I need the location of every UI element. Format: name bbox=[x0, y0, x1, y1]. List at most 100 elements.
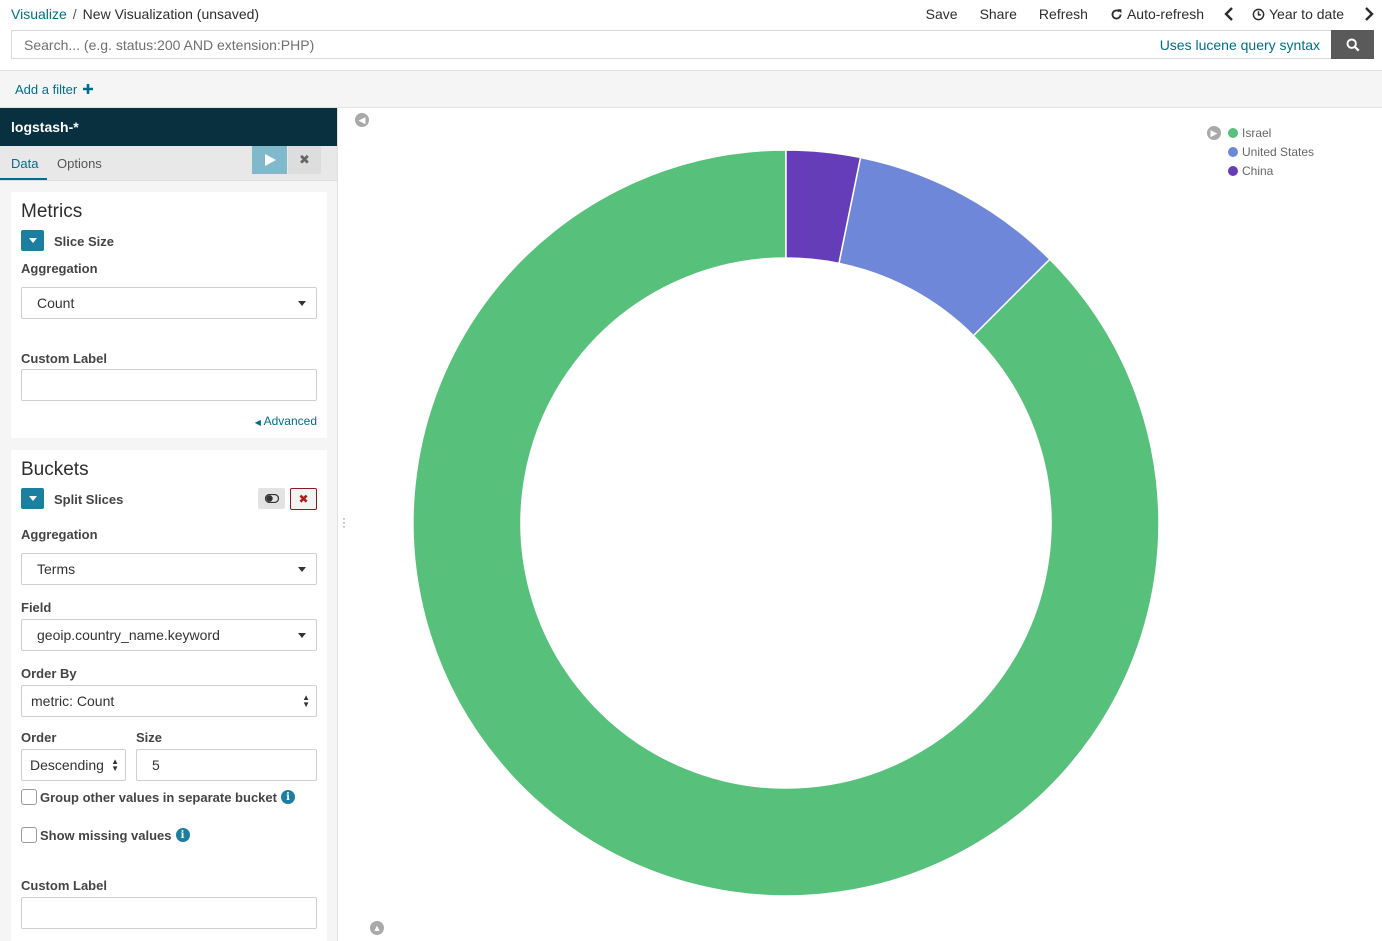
group-other-checkbox-field: Group other values in separate bucket i bbox=[21, 789, 295, 805]
metric-custom-label-label: Custom Label bbox=[21, 351, 107, 366]
tab-data[interactable]: Data bbox=[0, 146, 47, 180]
breadcrumb: Visualize / New Visualization (unsaved) bbox=[11, 6, 259, 22]
sidebar-tabs: Data Options ✖ bbox=[0, 146, 337, 181]
metrics-title: Metrics bbox=[21, 201, 83, 222]
chevron-left-icon[interactable] bbox=[1224, 7, 1234, 21]
order-by-label: Order By bbox=[21, 666, 77, 681]
show-missing-label: Show missing values bbox=[40, 827, 172, 843]
index-pattern-title: logstash-* bbox=[0, 108, 337, 146]
tab-options[interactable]: Options bbox=[57, 156, 102, 171]
collapse-spy-panel-icon[interactable]: ▲ bbox=[370, 921, 384, 935]
bucket-aggregation-value: Terms bbox=[37, 561, 76, 577]
field-value: geoip.country_name.keyword bbox=[37, 627, 220, 643]
plus-icon bbox=[82, 84, 93, 94]
caret-down-icon bbox=[298, 567, 306, 572]
close-icon: ✖ bbox=[299, 152, 310, 167]
bucket-remove-button[interactable]: ✖ bbox=[290, 488, 317, 510]
info-icon[interactable]: i bbox=[280, 790, 295, 804]
auto-refresh-label: Auto-refresh bbox=[1126, 6, 1204, 22]
metric-aggregation-select[interactable]: Count bbox=[21, 287, 317, 319]
bucket-aggregation-select[interactable]: Terms bbox=[21, 553, 317, 585]
caret-down-icon bbox=[28, 495, 37, 501]
caret-down-icon bbox=[298, 633, 306, 638]
toggle-icon bbox=[264, 494, 279, 503]
advanced-toggle-link[interactable]: ◀ Advanced bbox=[255, 414, 317, 428]
filter-bar: Add a filter bbox=[0, 70, 1382, 108]
field-select[interactable]: geoip.country_name.keyword bbox=[21, 619, 317, 651]
sidebar-resize-handle[interactable]: · · · bbox=[342, 511, 346, 533]
toggle-legend-icon[interactable]: ▶ bbox=[1207, 126, 1221, 140]
size-label: Size bbox=[136, 730, 163, 745]
apply-changes-button[interactable] bbox=[252, 146, 287, 174]
collapse-sidebar-icon[interactable]: ◀ bbox=[355, 113, 369, 127]
metric-collapse-toggle[interactable] bbox=[21, 230, 44, 251]
legend-item-china[interactable]: China bbox=[1228, 161, 1314, 180]
bucket-agg-title: Split Slices bbox=[54, 492, 124, 507]
legend-item-united-states[interactable]: United States bbox=[1228, 142, 1314, 161]
bucket-custom-label-input[interactable] bbox=[21, 897, 317, 929]
share-button[interactable]: Share bbox=[979, 6, 1017, 22]
lucene-syntax-link[interactable]: Uses lucene query syntax bbox=[1159, 37, 1320, 53]
chevron-right-icon[interactable] bbox=[1364, 7, 1374, 21]
order-by-select[interactable]: metric: Count ▲ ▼ bbox=[21, 685, 317, 717]
play-icon bbox=[264, 154, 276, 166]
caret-down-icon bbox=[28, 237, 37, 243]
pie-chart bbox=[412, 149, 1160, 897]
search-icon bbox=[1346, 38, 1359, 51]
bucket-custom-label-label: Custom Label bbox=[21, 878, 107, 893]
caret-down-icon bbox=[298, 301, 306, 306]
legend-item-israel[interactable]: Israel bbox=[1228, 123, 1314, 142]
pie-slice-china[interactable] bbox=[785, 149, 862, 265]
order-by-value: metric: Count bbox=[31, 693, 115, 709]
refresh-icon bbox=[1111, 8, 1122, 19]
chart-legend: Israel United States China bbox=[1228, 123, 1314, 180]
discard-changes-button[interactable]: ✖ bbox=[288, 146, 321, 174]
close-icon: ✖ bbox=[298, 492, 309, 506]
bucket-collapse-toggle[interactable] bbox=[21, 488, 44, 509]
breadcrumb-current: New Visualization (unsaved) bbox=[82, 6, 260, 22]
order-select[interactable]: Descending ▲ ▼ bbox=[21, 749, 126, 781]
show-missing-checkbox[interactable] bbox=[21, 827, 37, 843]
editor-sidebar: logstash-* Data Options ✖ Metrics Slice … bbox=[0, 108, 338, 941]
bucket-aggregation-label: Aggregation bbox=[21, 527, 98, 542]
sort-arrows-icon: ▲ ▼ bbox=[111, 757, 119, 773]
size-input[interactable] bbox=[136, 749, 317, 781]
show-missing-checkbox-field: Show missing values i bbox=[21, 827, 190, 843]
add-filter-button[interactable]: Add a filter bbox=[15, 82, 93, 97]
legend-dot bbox=[1228, 146, 1238, 157]
sort-arrows-icon: ▲ ▼ bbox=[302, 693, 310, 709]
metric-aggregation-value: Count bbox=[37, 295, 75, 311]
metric-custom-label-input[interactable] bbox=[21, 369, 317, 401]
visualization-area: ◀ ▶ ▲ Israel United States China bbox=[352, 108, 1382, 941]
breadcrumb-visualize-link[interactable]: Visualize bbox=[11, 6, 67, 22]
legend-label: Israel bbox=[1242, 125, 1272, 140]
group-other-label: Group other values in separate bucket bbox=[40, 789, 277, 805]
search-bar: Uses lucene query syntax bbox=[11, 30, 1374, 59]
top-menu: Save Share Refresh Auto-refresh Year to … bbox=[904, 6, 1374, 22]
legend-dot bbox=[1228, 165, 1238, 176]
bucket-enable-toggle[interactable] bbox=[258, 488, 285, 509]
metric-aggregation-label: Aggregation bbox=[21, 261, 98, 276]
search-button[interactable] bbox=[1331, 30, 1374, 59]
buckets-panel: Buckets Split Slices ✖ Aggregation Terms… bbox=[11, 450, 327, 941]
group-other-checkbox[interactable] bbox=[21, 789, 37, 805]
pie-slice-israel[interactable] bbox=[412, 149, 1160, 897]
save-button[interactable]: Save bbox=[925, 6, 958, 22]
legend-label: United States bbox=[1242, 144, 1315, 159]
info-icon[interactable]: i bbox=[175, 828, 190, 842]
search-input[interactable] bbox=[12, 31, 1160, 58]
metric-agg-title: Slice Size bbox=[54, 234, 114, 249]
advanced-label: Advanced bbox=[263, 414, 317, 428]
order-label: Order bbox=[21, 730, 57, 745]
clock-icon bbox=[1252, 8, 1265, 20]
auto-refresh-button[interactable]: Auto-refresh bbox=[1110, 6, 1204, 22]
breadcrumb-separator: / bbox=[72, 6, 77, 22]
time-picker-button[interactable]: Year to date bbox=[1252, 6, 1344, 22]
legend-label: China bbox=[1242, 163, 1274, 178]
time-range-label: Year to date bbox=[1269, 6, 1344, 22]
top-nav: Visualize / New Visualization (unsaved) … bbox=[0, 0, 1382, 30]
refresh-button[interactable]: Refresh bbox=[1038, 6, 1088, 22]
caret-left-icon: ◀ bbox=[254, 418, 261, 427]
field-label: Field bbox=[21, 600, 52, 615]
add-filter-label: Add a filter bbox=[15, 82, 78, 97]
